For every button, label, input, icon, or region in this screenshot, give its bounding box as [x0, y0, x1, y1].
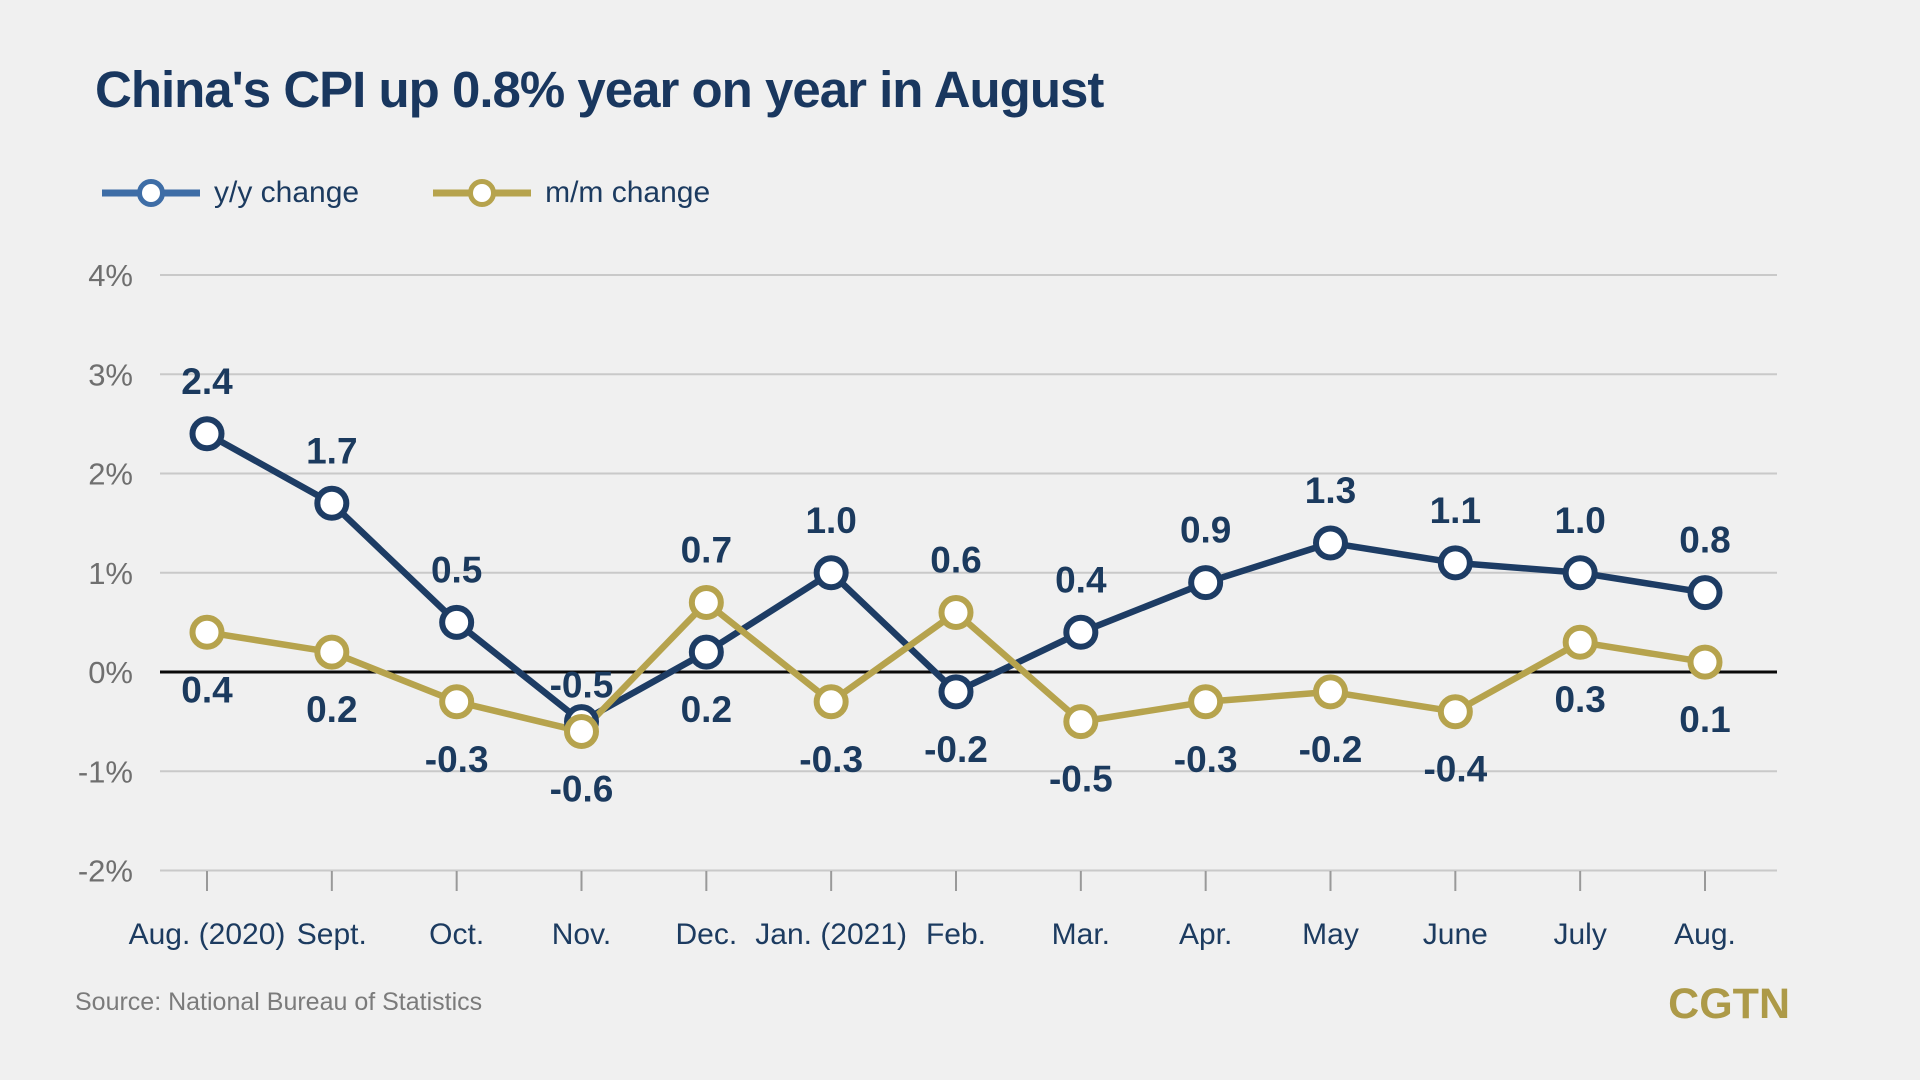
x-tick-label: Aug.	[1674, 918, 1736, 951]
data-point-marker	[813, 684, 849, 720]
y-tick-label: 4%	[88, 258, 133, 293]
data-point-label: -0.6	[550, 769, 614, 810]
yy-series-labels: 2.4 1.7 0.5 -0.5 0.2 1.0 -0.2 0.4 0.9 1.3 1.1 1.0 0.…	[181, 361, 1730, 770]
data-point-label: 1.0	[1554, 500, 1605, 541]
x-tick-label: Mar.	[1052, 918, 1110, 951]
x-axis-ticks	[206, 871, 1706, 891]
x-tick-label: July	[1553, 918, 1606, 951]
data-point-marker	[1063, 704, 1099, 740]
data-point-label: 0.5	[431, 549, 482, 590]
yy-series-markers	[189, 416, 1723, 740]
gridlines	[160, 274, 1777, 872]
chart-legend: y/y change m/m change	[100, 176, 710, 210]
data-point-label: 0.6	[930, 539, 981, 580]
x-tick-label: Nov.	[552, 918, 611, 951]
data-point-label: 0.4	[181, 669, 233, 710]
y-tick-label: 2%	[88, 457, 133, 492]
y-tick-label: 3%	[88, 357, 133, 392]
chart-title: China's CPI up 0.8% year on year in Augu…	[95, 61, 1104, 118]
data-point-marker	[314, 634, 350, 670]
data-point-label: 1.3	[1305, 470, 1356, 511]
legend-item-yy: y/y change	[100, 176, 359, 210]
y-tick-label: -2%	[78, 854, 133, 889]
y-tick-label: 1%	[88, 556, 133, 591]
data-point-label: -0.4	[1423, 749, 1487, 790]
data-point-label: -0.5	[550, 665, 614, 706]
data-point-label: 0.3	[1554, 679, 1605, 720]
data-point-label: 1.1	[1430, 490, 1481, 531]
x-tick-label: Jan. (2021)	[755, 918, 907, 951]
data-point-marker	[314, 485, 350, 521]
x-tick-label: Oct.	[429, 918, 484, 951]
data-point-label: 0.2	[306, 689, 357, 730]
y-tick-label: -1%	[78, 754, 133, 789]
data-point-marker	[938, 674, 974, 710]
y-tick-label: 0%	[88, 655, 133, 690]
data-point-marker	[564, 714, 599, 750]
data-point-marker	[1188, 684, 1224, 720]
legend-item-mm: m/m change	[431, 176, 710, 210]
data-point-label: -0.2	[1299, 729, 1363, 770]
data-point-marker	[1562, 555, 1598, 591]
x-tick-label: June	[1423, 918, 1488, 951]
x-tick-label: Dec.	[675, 918, 737, 951]
x-axis-labels: Aug. (2020) Sept. Oct. Nov. Dec. Jan. (2021) F…	[129, 918, 1736, 951]
data-point-marker	[189, 416, 225, 452]
data-point-label: 2.4	[181, 361, 233, 402]
data-point-marker	[439, 604, 475, 640]
y-axis-labels: 4% 3% 2% 1% 0% -1% -2%	[78, 258, 133, 889]
data-point-marker	[813, 555, 849, 591]
data-point-label: 0.2	[681, 689, 732, 730]
data-point-label: -0.2	[924, 729, 988, 770]
source-note: Source: National Bureau of Statistics	[75, 988, 483, 1016]
data-point-marker	[688, 585, 724, 621]
data-point-label: 0.9	[1180, 510, 1231, 551]
x-tick-label: Feb.	[926, 918, 986, 951]
data-point-label: -0.5	[1049, 759, 1113, 800]
data-point-label: 0.4	[1055, 559, 1107, 600]
data-point-label: 0.7	[681, 530, 732, 571]
data-point-marker	[1063, 614, 1099, 650]
data-point-label: 1.7	[306, 430, 357, 471]
x-tick-label: May	[1302, 918, 1359, 951]
data-point-marker	[1313, 525, 1348, 561]
x-tick-label: Apr.	[1179, 918, 1232, 951]
mm-series-labels: 0.4 0.2 -0.3 -0.6 0.7 -0.3 0.6 -0.5 -0.3 -0.2 -0.4…	[181, 530, 1730, 810]
mm-line-marker-icon	[433, 179, 532, 207]
data-point-marker	[1188, 565, 1224, 601]
data-point-label: -0.3	[1174, 739, 1238, 780]
data-point-marker	[189, 614, 225, 650]
data-point-label: 0.1	[1679, 699, 1730, 740]
x-tick-label: Aug. (2020)	[129, 918, 286, 951]
data-point-marker	[1687, 644, 1723, 680]
legend-label-mm: m/m change	[545, 176, 711, 209]
data-point-label: 0.8	[1679, 520, 1730, 561]
data-point-label: 1.0	[805, 500, 856, 541]
data-point-marker	[688, 634, 724, 670]
data-point-marker	[1437, 545, 1473, 581]
data-point-marker	[1687, 575, 1723, 611]
data-point-marker	[1313, 674, 1348, 710]
data-point-label: -0.3	[799, 739, 863, 780]
x-tick-label: Sept.	[297, 918, 367, 951]
data-point-marker	[439, 684, 475, 720]
mm-series-markers	[189, 585, 1723, 750]
legend-label-yy: y/y change	[214, 176, 360, 209]
data-point-marker	[1437, 694, 1473, 730]
data-point-label: -0.3	[425, 739, 489, 780]
cgtn-logo: CGTN	[1668, 980, 1790, 1028]
yy-line-marker-icon	[102, 179, 200, 207]
data-point-marker	[938, 594, 974, 630]
data-point-marker	[1562, 624, 1598, 660]
